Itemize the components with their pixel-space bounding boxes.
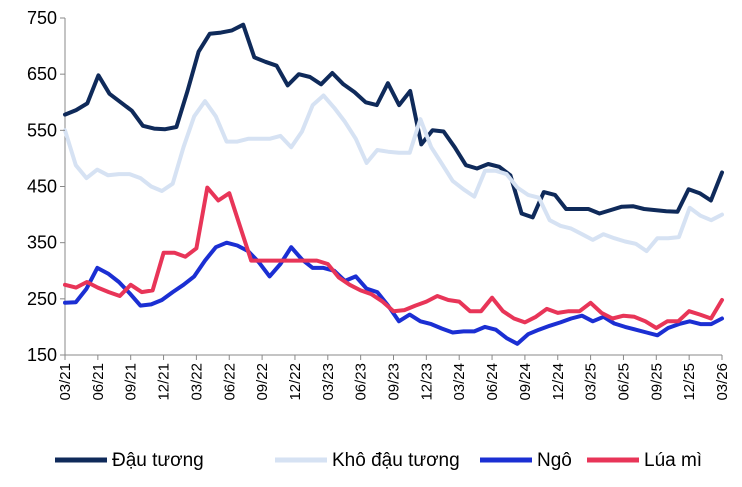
y-axis-ticks: 150 250 350 450 550 650 750 [27,8,65,365]
y-tick-label-250: 250 [27,289,57,309]
x-axis-ticks: 03/21 06/21 09/21 12/21 03/22 06/22 09/22 12/22… [57,355,731,401]
x-tick-label-12: 03/24 [451,363,468,401]
x-tick-label-20: 03/26 [714,363,731,401]
legend-label-ngo: Ngô [537,450,572,471]
y-tick-label-650: 650 [27,64,57,84]
series-line-ngo [63,240,724,346]
legend: Đậu tương Khô đậu tương Ngô Lúa mì [55,450,702,471]
y-tick-label-350: 350 [27,233,57,253]
x-tick-label-10: 09/23 [386,363,403,401]
x-tick-label-15: 12/24 [550,363,567,401]
x-tick-label-9: 06/23 [353,363,370,401]
x-tick-label-5: 06/22 [221,363,238,401]
x-tick-label-4: 03/22 [188,363,205,401]
x-tick-label-6: 09/22 [254,363,271,401]
series-line-kho-dau-tuong [63,93,724,254]
x-tick-label-1: 06/21 [90,363,107,401]
legend-label-lua-mi: Lúa mì [644,450,702,471]
y-tick-label-750: 750 [27,8,57,28]
y-tick-label-150: 150 [27,345,57,365]
x-tick-label-18: 09/25 [648,363,665,401]
x-tick-label-14: 09/24 [517,363,534,401]
x-tick-label-8: 03/23 [320,363,337,401]
series-lines [63,22,724,346]
x-tick-label-17: 06/25 [615,363,632,401]
series-line-lua-mi [63,185,724,330]
legend-label-kho-dau-tuong: Khô đậu tương [332,450,460,471]
y-tick-label-450: 450 [27,177,57,197]
x-tick-label-0: 03/21 [57,363,74,401]
x-tick-label-3: 12/21 [156,363,173,401]
x-tick-label-7: 12/22 [287,363,304,401]
x-tick-label-19: 12/25 [681,363,698,401]
legend-label-dau-tuong: Đậu tương [112,450,204,471]
series-line-dau-tuong [63,22,724,220]
x-tick-label-2: 09/21 [123,363,140,401]
x-tick-label-13: 06/24 [484,363,501,401]
x-tick-label-11: 12/23 [418,363,435,401]
x-tick-label-16: 03/25 [583,363,600,401]
y-tick-label-550: 550 [27,120,57,140]
